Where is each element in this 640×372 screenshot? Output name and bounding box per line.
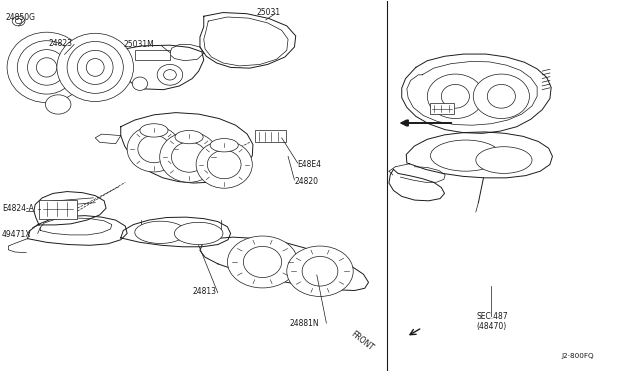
Text: SEC.487: SEC.487 xyxy=(476,312,508,321)
Ellipse shape xyxy=(17,41,76,94)
Ellipse shape xyxy=(207,150,241,179)
Ellipse shape xyxy=(7,32,86,103)
FancyBboxPatch shape xyxy=(135,49,170,60)
Ellipse shape xyxy=(473,74,529,119)
Text: 24881N: 24881N xyxy=(289,319,319,328)
Ellipse shape xyxy=(431,140,500,171)
Ellipse shape xyxy=(210,138,238,152)
Text: E4824-A: E4824-A xyxy=(2,205,34,214)
Ellipse shape xyxy=(138,135,170,163)
Text: FRONT: FRONT xyxy=(349,329,375,352)
Ellipse shape xyxy=(140,124,168,137)
Ellipse shape xyxy=(12,16,25,26)
Ellipse shape xyxy=(127,126,180,172)
Ellipse shape xyxy=(28,49,66,85)
Ellipse shape xyxy=(157,64,182,85)
Ellipse shape xyxy=(287,246,353,296)
Text: 24813: 24813 xyxy=(192,287,216,296)
Ellipse shape xyxy=(45,95,71,114)
Text: J2·800FQ: J2·800FQ xyxy=(561,353,594,359)
FancyBboxPatch shape xyxy=(39,200,77,219)
Ellipse shape xyxy=(442,84,469,108)
Ellipse shape xyxy=(132,77,148,90)
Text: 24820: 24820 xyxy=(294,177,319,186)
Ellipse shape xyxy=(86,58,104,76)
Ellipse shape xyxy=(227,236,298,288)
Ellipse shape xyxy=(428,74,483,119)
Ellipse shape xyxy=(476,147,532,173)
Ellipse shape xyxy=(196,141,252,188)
Ellipse shape xyxy=(487,84,515,108)
Ellipse shape xyxy=(160,132,218,182)
FancyBboxPatch shape xyxy=(430,103,454,114)
Text: 49471X: 49471X xyxy=(2,230,31,239)
Ellipse shape xyxy=(175,131,203,144)
Text: 24823: 24823 xyxy=(49,39,72,48)
Text: 25031: 25031 xyxy=(256,8,280,17)
Ellipse shape xyxy=(15,19,22,24)
Ellipse shape xyxy=(57,33,134,102)
Ellipse shape xyxy=(36,58,57,77)
Text: (48470): (48470) xyxy=(476,322,507,331)
Ellipse shape xyxy=(164,70,176,80)
Ellipse shape xyxy=(77,50,113,84)
Ellipse shape xyxy=(135,221,186,243)
Ellipse shape xyxy=(67,41,124,93)
Ellipse shape xyxy=(302,256,338,286)
Ellipse shape xyxy=(174,222,223,244)
Text: E48E4: E48E4 xyxy=(298,160,322,169)
Text: 25031M: 25031M xyxy=(124,40,154,49)
Ellipse shape xyxy=(172,142,207,172)
Ellipse shape xyxy=(243,246,282,278)
Text: 24850G: 24850G xyxy=(6,13,36,22)
FancyBboxPatch shape xyxy=(255,131,285,142)
